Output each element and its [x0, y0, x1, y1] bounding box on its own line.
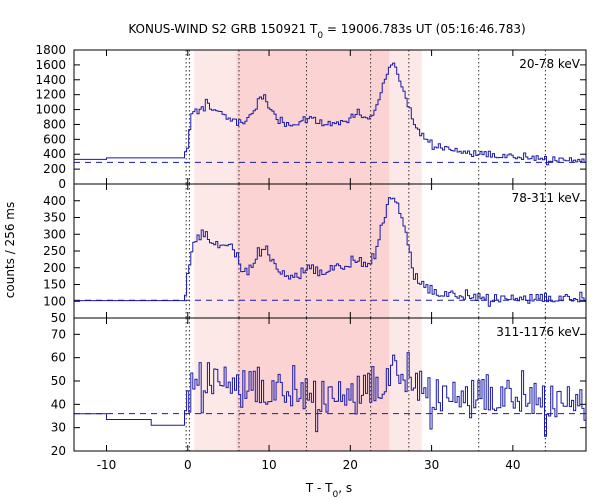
y-tick-label: 150 — [43, 278, 66, 292]
y-tick-label: 30 — [51, 421, 66, 435]
y-tick-label: 250 — [43, 244, 66, 258]
x-axis-label-prefix: T - T — [305, 481, 333, 495]
chart-title-prefix: KONUS-WIND S2 GRB 150921 T — [128, 22, 318, 36]
y-tick-label: 40 — [51, 397, 66, 411]
y-tick-label: 60 — [51, 351, 66, 365]
y-tick-label: 1800 — [35, 43, 66, 57]
panel-2: 50 100 150 200 250 300 350 400 78-311 keV — [43, 183, 587, 325]
energy-band-label: 78-311 keV — [512, 191, 581, 205]
y-tick-label: 200 — [43, 261, 66, 275]
chart-title: KONUS-WIND S2 GRB 150921 T0 = 19006.783s… — [128, 22, 525, 41]
y-axis-label: counts / 256 ms — [3, 202, 17, 298]
x-axis-label: T - T0, s — [305, 481, 352, 500]
chart-title-suffix: = 19006.783s UT (05:16:46.783) — [323, 22, 526, 36]
y-tick-label: 200 — [43, 162, 66, 176]
y-tick-label: 50 — [51, 374, 66, 388]
panel-3: 20 30 40 50 60 70 311-1176 keV — [51, 317, 587, 458]
y-tick-label: 400 — [43, 147, 66, 161]
x-tick-label: 0 — [184, 458, 192, 472]
y-tick-label: 400 — [43, 194, 66, 208]
x-tick-label: 20 — [343, 458, 358, 472]
y-tick-label: 1000 — [35, 103, 66, 117]
count-rate-series — [74, 352, 586, 437]
count-rate-series — [74, 197, 586, 307]
y-tick-label: 1600 — [35, 58, 66, 72]
x-tick-label: 10 — [261, 458, 276, 472]
y-tick-label: 50 — [51, 311, 66, 325]
y-tick-label: 100 — [43, 294, 66, 308]
panel-frame — [73, 317, 587, 452]
y-tick-label: 800 — [43, 117, 66, 131]
x-axis-label-suffix: , s — [338, 481, 352, 495]
y-tick-label: 1200 — [35, 88, 66, 102]
energy-band-label: 20-78 keV — [519, 57, 581, 71]
y-tick-label: 20 — [51, 444, 66, 458]
shaded-region-dark — [236, 184, 390, 318]
y-tick-label: 300 — [43, 227, 66, 241]
y-tick-label: 1400 — [35, 73, 66, 87]
shaded-region-dark — [236, 50, 390, 184]
y-tick-label: 600 — [43, 132, 66, 146]
chart-title-subscript: 0 — [317, 31, 323, 41]
y-tick-label: 350 — [43, 211, 66, 225]
x-tick-label: -10 — [97, 458, 117, 472]
energy-band-label: 311-1176 keV — [496, 325, 580, 339]
count-rate-series — [74, 62, 586, 166]
x-tick-label: 30 — [424, 458, 439, 472]
y-tick-label: 0 — [58, 177, 66, 191]
y-tick-label: 70 — [51, 327, 66, 341]
x-axis-label-subscript: 0 — [333, 490, 339, 500]
x-tick-label: 40 — [505, 458, 520, 472]
